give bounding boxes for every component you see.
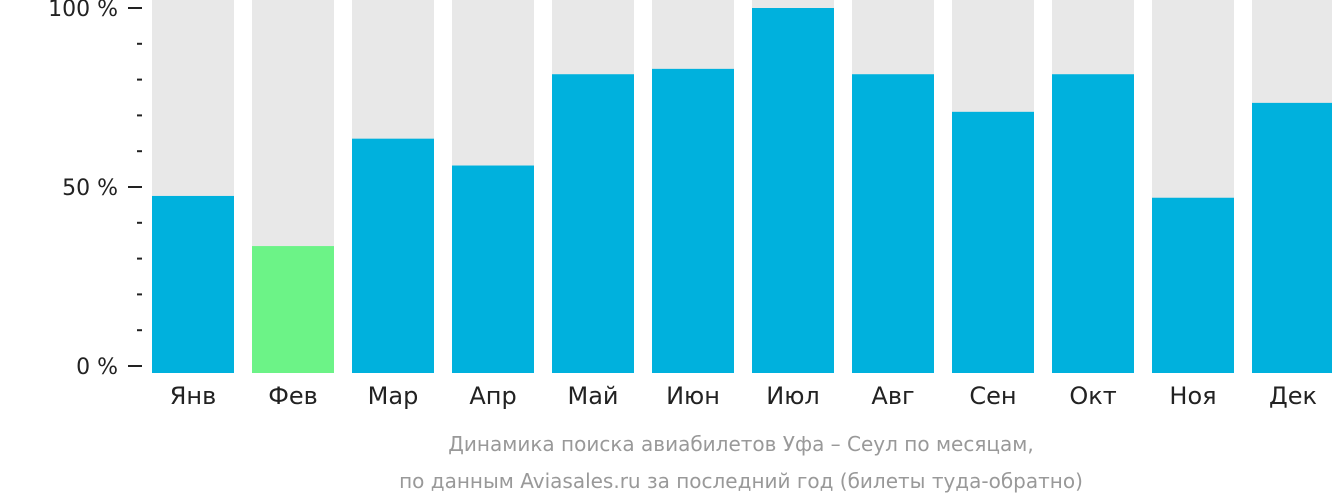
x-axis: Янв Фев Мар Апр Май Июн Июл Авг Сен Окт Ноя Дек bbox=[170, 382, 1317, 410]
chart-caption-line-1: Динамика поиска авиабилетов Уфа – Сеул п… bbox=[448, 432, 1033, 456]
x-tick-label: Май bbox=[567, 382, 618, 410]
bar-Фев bbox=[252, 246, 334, 373]
bar-Ноя bbox=[1152, 197, 1234, 373]
y-tick-label: 0 % bbox=[76, 355, 118, 380]
bar-Июн bbox=[652, 68, 734, 374]
bar-Дек bbox=[1252, 102, 1332, 374]
bar-Янв bbox=[152, 195, 234, 373]
bars bbox=[152, 8, 1332, 374]
x-tick-label: Окт bbox=[1069, 382, 1116, 410]
x-tick-label: Апр bbox=[469, 382, 516, 410]
y-tick-label: 100 % bbox=[48, 0, 118, 22]
bar-Мар bbox=[352, 138, 434, 373]
bar-Июл bbox=[752, 8, 834, 373]
x-tick-label: Мар bbox=[368, 382, 419, 410]
bar-Май bbox=[552, 74, 634, 373]
y-axis: 0 % 50 % 100 % bbox=[48, 0, 142, 380]
bar-Апр bbox=[452, 165, 534, 373]
x-tick-label: Авг bbox=[871, 382, 914, 410]
x-tick-label: Ноя bbox=[1169, 382, 1216, 410]
bar-Авг bbox=[852, 74, 934, 373]
chart-caption-line-2: по данным Aviasales.ru за последний год … bbox=[399, 469, 1083, 493]
x-tick-label: Июн bbox=[666, 382, 720, 410]
x-tick-label: Янв bbox=[170, 382, 217, 410]
x-tick-label: Дек bbox=[1269, 382, 1317, 410]
x-tick-label: Фев bbox=[268, 382, 318, 410]
x-tick-label: Июл bbox=[766, 382, 820, 410]
bar-Сен bbox=[952, 111, 1034, 373]
x-tick-label: Сен bbox=[969, 382, 1016, 410]
bar-Окт bbox=[1052, 74, 1134, 373]
y-tick-label: 50 % bbox=[62, 176, 118, 201]
